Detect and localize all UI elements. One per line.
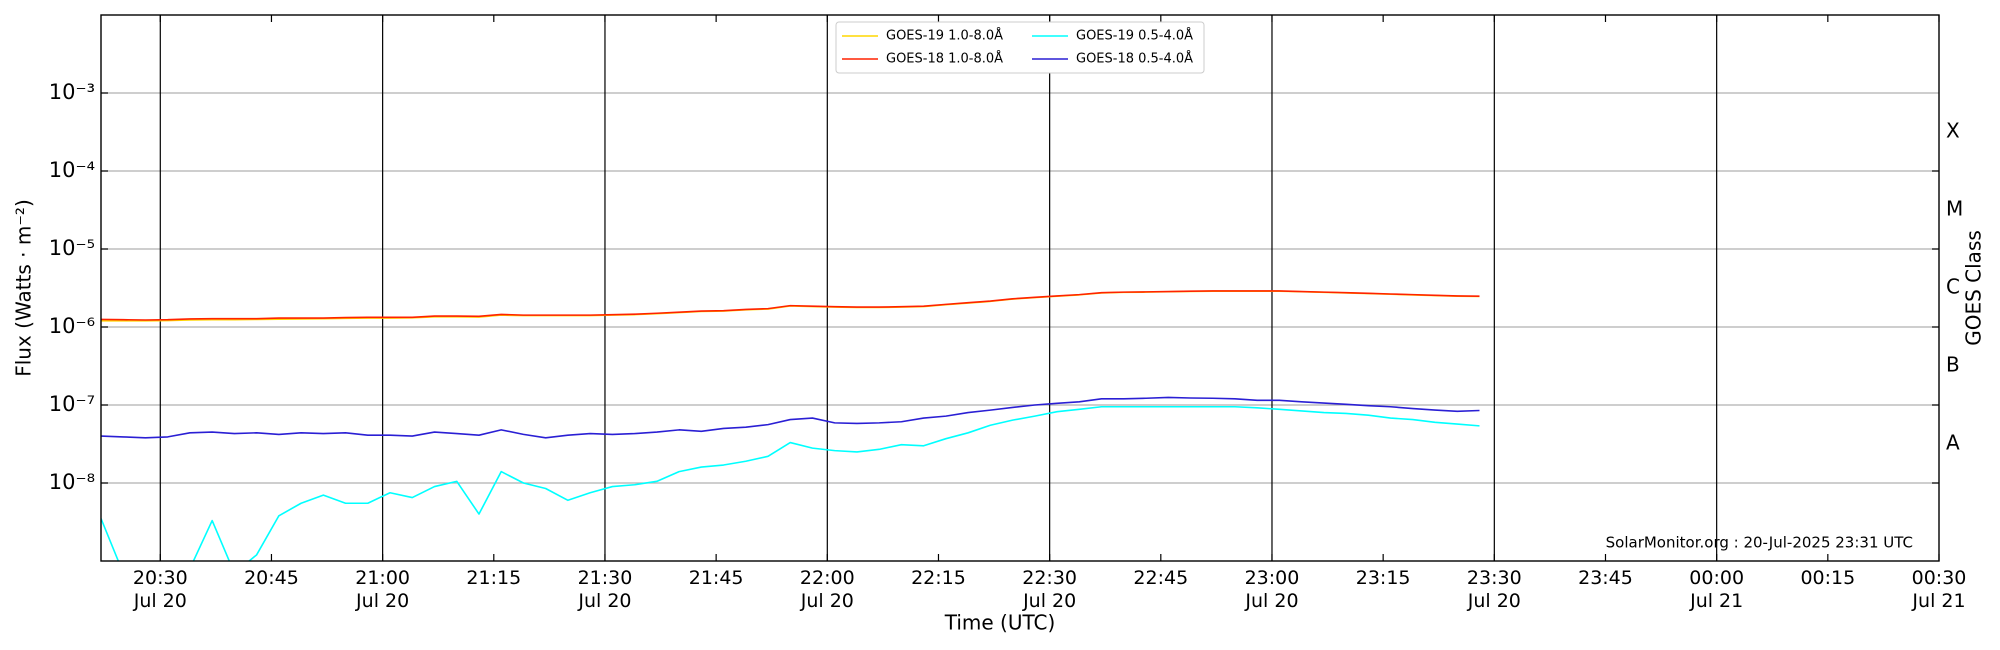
plot-frame	[100, 14, 1940, 562]
series-line	[101, 290, 1480, 321]
x-tick-label: 22:15	[911, 567, 966, 589]
x-tick-label: 23:45	[1578, 567, 1633, 589]
y-tick-label: 10⁻⁵	[49, 236, 95, 260]
legend-box	[835, 21, 1205, 74]
legend-label: GOES-18 1.0-8.0Å	[886, 51, 1003, 67]
x-tick-label: 00:30 Jul 21	[1911, 567, 1967, 612]
x-tick-label: 21:15	[466, 567, 522, 589]
y-tick-label: 10⁻³	[49, 80, 95, 104]
x-tick-label: 22:45	[1133, 567, 1189, 589]
x-tick-label: 00:15	[1800, 567, 1856, 589]
y-tick-label: 10⁻⁸	[49, 470, 95, 494]
x-tick-label: 20:30 Jul 20	[132, 567, 188, 612]
x-tick-label: 21:00 Jul 20	[355, 567, 411, 612]
x-tick-label: 21:45	[688, 567, 744, 589]
legend-label: GOES-19 0.5-4.0Å	[1076, 28, 1193, 44]
goes-class-label: B	[1946, 353, 1960, 377]
x-axis-label: Time (UTC)	[944, 611, 1056, 635]
goes-class-label: A	[1946, 431, 1960, 455]
x-tick-label: 00:00 Jul 21	[1689, 567, 1745, 612]
goes-class-label: X	[1946, 119, 1960, 143]
series-line	[101, 405, 1480, 561]
series-line	[101, 396, 1480, 439]
series-group	[101, 290, 1480, 561]
x-tick-label: 23:00 Jul 20	[1244, 567, 1300, 612]
x-tick-label: 21:30 Jul 20	[577, 567, 633, 612]
goes-class-label: C	[1946, 275, 1960, 299]
x-tick-label: 23:15	[1355, 567, 1411, 589]
x-tick-label: 22:00 Jul 20	[799, 567, 855, 612]
x-tick-label: 23:30 Jul 20	[1466, 567, 1522, 612]
legend-label: GOES-18 0.5-4.0Å	[1076, 51, 1193, 67]
x-tick-label: 20:45	[244, 567, 299, 589]
y2-axis-label: GOES Class	[1962, 230, 1986, 346]
y-axis-label: Flux (Watts · m⁻²)	[12, 199, 36, 377]
annotation: SolarMonitor.org : 20-Jul-2025 23:31 UTC	[1606, 534, 1913, 552]
y-tick-label: 10⁻⁶	[49, 314, 95, 338]
legend-label: GOES-19 1.0-8.0Å	[886, 28, 1003, 44]
y-tick-label: 10⁻⁴	[49, 158, 95, 182]
x-tick-label: 22:30 Jul 20	[1022, 567, 1078, 612]
y-tick-label: 10⁻⁷	[49, 392, 95, 416]
goes-class-label: M	[1946, 197, 1963, 221]
